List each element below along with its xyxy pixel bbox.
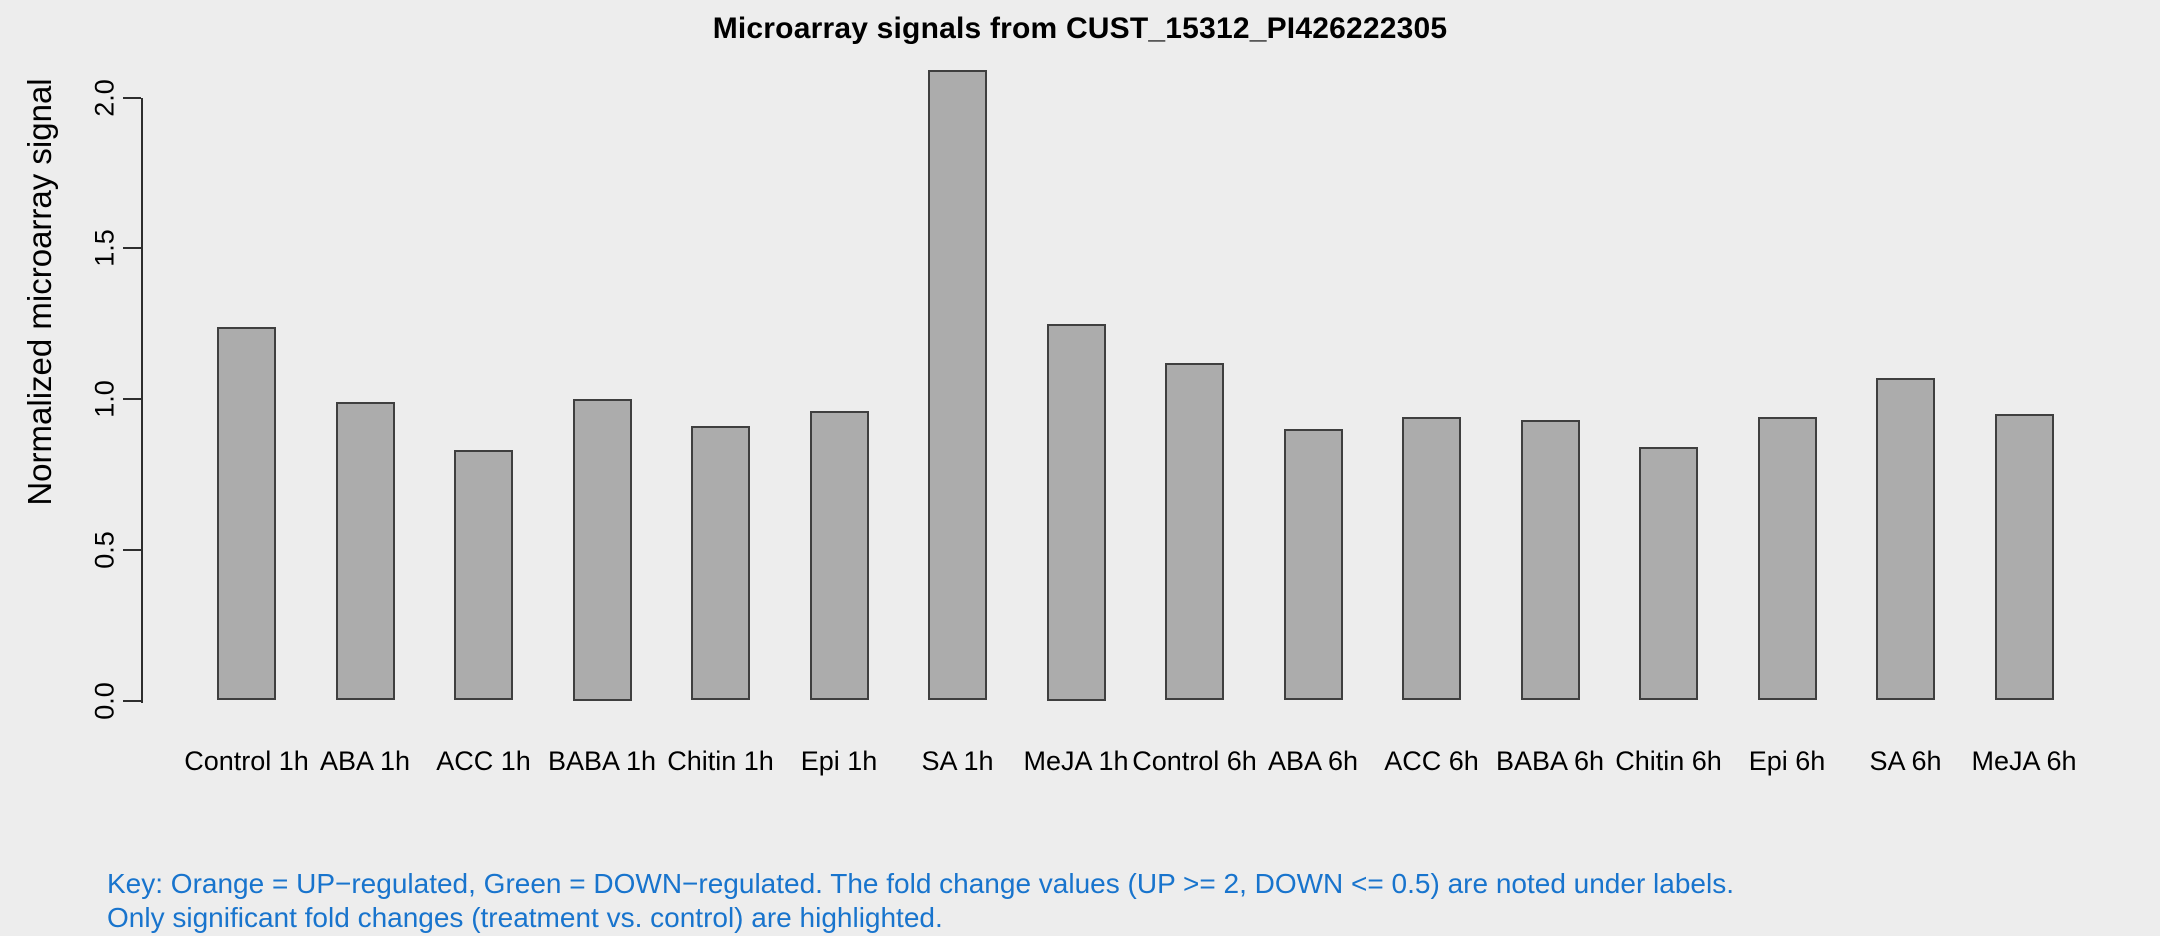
bar <box>691 426 750 701</box>
x-axis-label: MeJA 6h <box>1971 746 2077 776</box>
y-tick-mark <box>123 247 141 250</box>
y-tick-label: 0.0 <box>89 681 120 720</box>
y-axis-line <box>141 97 143 703</box>
y-tick-label: 2.0 <box>89 78 120 117</box>
x-axis-label: BABA 6h <box>1495 746 1605 776</box>
y-axis-label: Normalized microarray signal <box>21 78 58 506</box>
x-axis-label: Epi 1h <box>800 746 878 776</box>
x-axis-label: ACC 6h <box>1384 746 1479 776</box>
x-axis-label: Control 1h <box>184 746 309 776</box>
bar <box>1876 377 1935 701</box>
bar <box>1757 417 1817 701</box>
x-axis-label: BABA 1h <box>547 746 657 776</box>
bar <box>572 399 632 701</box>
bar <box>1639 447 1698 701</box>
bar <box>809 411 869 701</box>
bar <box>335 402 395 701</box>
y-tick-label: 0.5 <box>89 530 120 569</box>
key-text-line-1: Key: Orange = UP−regulated, Green = DOWN… <box>107 868 1734 899</box>
y-tick-label: 1.0 <box>89 380 120 418</box>
x-axis-label: ABA 1h <box>319 746 411 776</box>
x-axis-label: ACC 1h <box>436 746 531 776</box>
bar <box>1283 429 1343 701</box>
y-tick-mark <box>123 699 141 702</box>
bar <box>1402 417 1461 701</box>
key-text-line-2: Only significant fold changes (treatment… <box>107 902 943 933</box>
y-tick-mark <box>123 548 141 551</box>
bar <box>1165 362 1224 701</box>
bar <box>1994 414 2054 701</box>
x-axis-label: SA 6h <box>1869 746 1942 776</box>
x-axis-label: SA 1h <box>921 746 994 776</box>
bar <box>928 70 987 701</box>
x-axis-label: Chitin 1h <box>667 746 774 776</box>
bar <box>454 450 513 701</box>
x-axis-label: Chitin 6h <box>1615 746 1722 776</box>
chart-title: Microarray signals from CUST_15312_PI426… <box>712 12 1448 45</box>
y-tick-mark <box>123 398 141 400</box>
y-tick-label: 1.5 <box>89 229 120 268</box>
x-axis-label: MeJA 1h <box>1023 746 1129 776</box>
bar <box>1520 420 1580 701</box>
bar <box>1046 323 1106 701</box>
x-axis-label: Control 6h <box>1132 746 1257 776</box>
bar <box>217 326 276 701</box>
y-tick-mark <box>123 96 141 99</box>
x-axis-label: ABA 6h <box>1267 746 1359 776</box>
x-axis-label: Epi 6h <box>1748 746 1826 776</box>
